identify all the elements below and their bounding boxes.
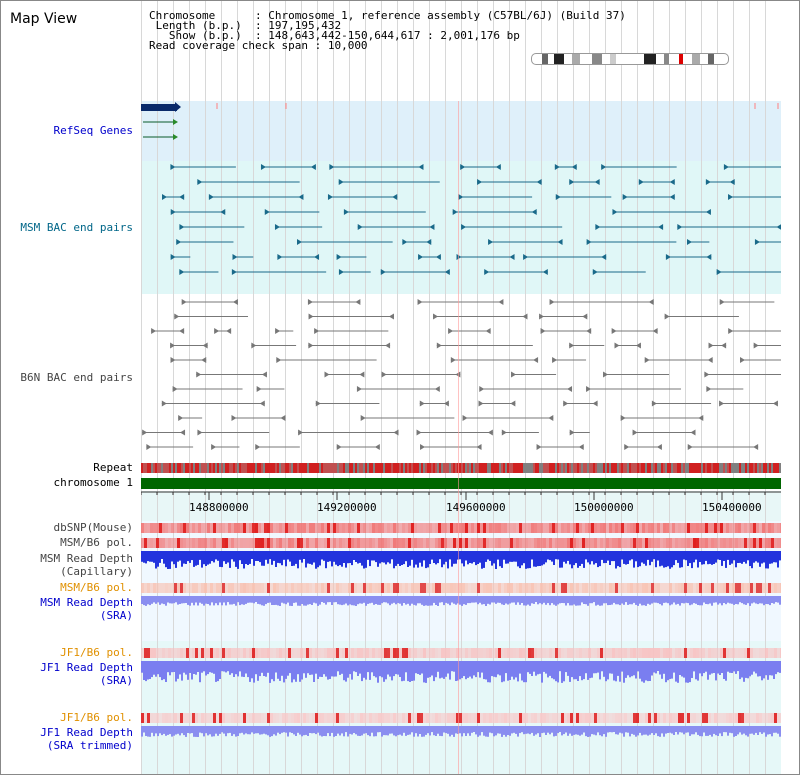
repeat-label: Repeat bbox=[93, 461, 133, 474]
show-value: : 148,643,442-150,644,617 : 2,001,176 bp bbox=[254, 29, 520, 42]
jf1-read-depth-2-label: JF1 Read Depth bbox=[40, 726, 133, 739]
dbsnp-track bbox=[141, 523, 781, 533]
axis-tick-label: 149200000 bbox=[317, 501, 377, 514]
jf1-b6-pol-1-track bbox=[141, 648, 781, 658]
length-value: : 197,195,432 bbox=[254, 19, 342, 32]
region-info: Chromosome : Chromosome 1, reference ass… bbox=[149, 9, 626, 52]
position-axis bbox=[141, 491, 781, 500]
jf1-b6-pol-2-label: JF1/B6 pol. bbox=[60, 711, 133, 724]
jf1-read-depth-1-track bbox=[141, 661, 781, 683]
b6n-bac-label[interactable]: B6N BAC end pairs bbox=[20, 371, 133, 384]
page-title: Map View bbox=[10, 11, 78, 27]
dbsnp-label: dbSNP(Mouse) bbox=[53, 521, 133, 534]
ideogram-position-marker bbox=[679, 54, 683, 64]
msm-read-depth-sra-sub: (SRA) bbox=[99, 609, 133, 622]
jf1-b6-pol-1-label: JF1/B6 pol. bbox=[60, 646, 133, 659]
refseq-genes-track[interactable] bbox=[141, 101, 781, 161]
jf1-read-depth-1-label: JF1 Read Depth bbox=[40, 661, 133, 674]
chromosome-bar bbox=[141, 478, 781, 489]
msm-bac-track[interactable] bbox=[141, 161, 781, 294]
msm-b6-pol-sra-label: MSM/B6 pol. bbox=[60, 581, 133, 594]
msm-read-depth-sra-label: MSM Read Depth bbox=[40, 596, 133, 609]
b6n-bac-track[interactable] bbox=[141, 294, 781, 459]
chromosome-ideogram[interactable] bbox=[531, 53, 729, 65]
msm-bac-label[interactable]: MSM BAC end pairs bbox=[20, 221, 133, 234]
msm-read-depth-sra-track bbox=[141, 596, 781, 606]
repeat-track bbox=[141, 463, 781, 473]
selection-line bbox=[458, 101, 459, 774]
jf1-read-depth-1-sub: (SRA) bbox=[99, 674, 133, 687]
chromosome-key: Chromosome bbox=[149, 9, 216, 22]
length-key: Length (b.p.) bbox=[155, 19, 242, 32]
chromosome-value: : Chromosome 1, reference assembly (C57B… bbox=[254, 9, 626, 22]
axis-tick-label: 150000000 bbox=[574, 501, 634, 514]
axis-tick-label: 149600000 bbox=[446, 501, 506, 514]
axis-tick-label: 150400000 bbox=[702, 501, 762, 514]
msm-read-depth-capillary-track bbox=[141, 551, 781, 569]
jf1-read-depth-2-track bbox=[141, 726, 781, 737]
msm-b6-pol-sra-track bbox=[141, 583, 781, 593]
chromosome-label: chromosome 1 bbox=[53, 476, 133, 489]
axis-tick-label: 148800000 bbox=[189, 501, 249, 514]
show-key: Show (b.p.) bbox=[168, 29, 242, 42]
span-key: Read coverage check span bbox=[149, 39, 308, 52]
jf1-b6-pol-2-track bbox=[141, 713, 781, 723]
span-value: : 10,000 bbox=[314, 39, 368, 52]
refseq-genes-label[interactable]: RefSeq Genes bbox=[53, 124, 133, 137]
jf1-read-depth-2-sub: (SRA trimmed) bbox=[46, 739, 133, 752]
msm-b6-pol-capillary-track bbox=[141, 538, 781, 548]
msm-read-depth-capillary-label: MSM Read Depth bbox=[40, 552, 133, 565]
msm-read-depth-capillary-sub: (Capillary) bbox=[60, 565, 133, 578]
msm-b6-pol-capillary-label: MSM/B6 pol. bbox=[60, 536, 133, 549]
